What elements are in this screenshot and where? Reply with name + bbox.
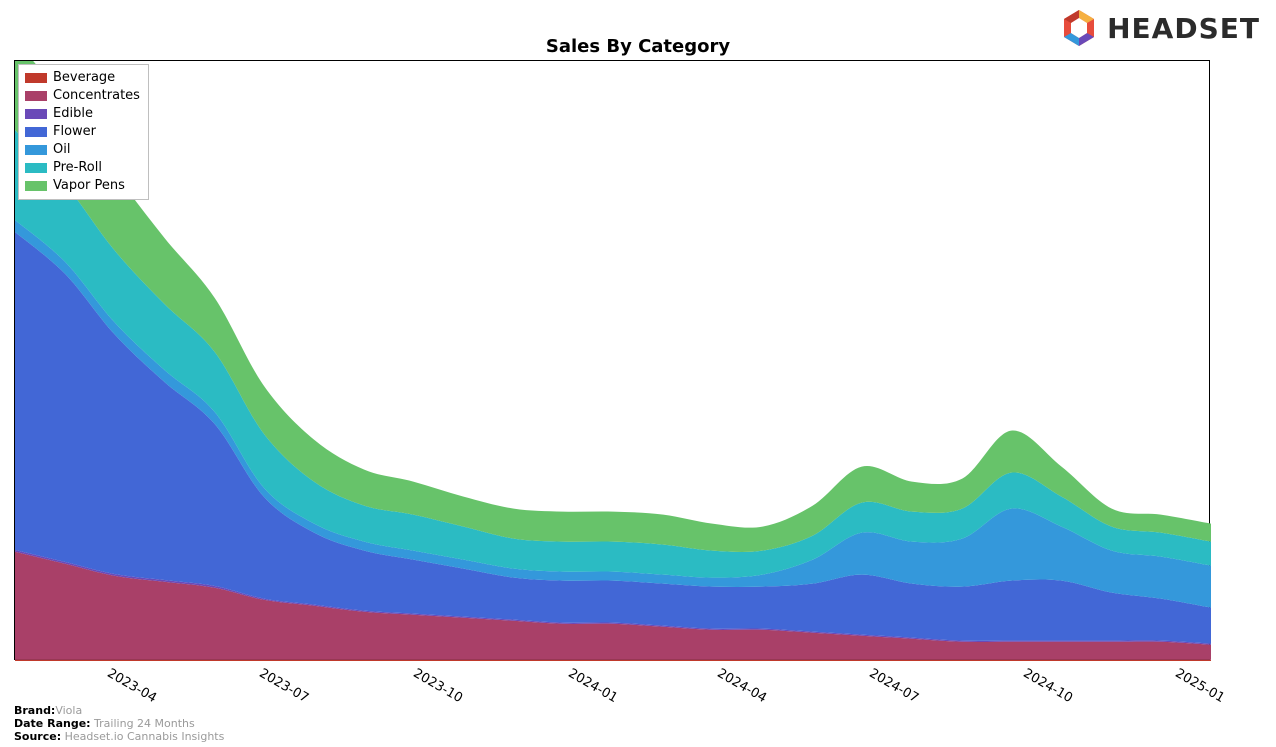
meta-source-value: Headset.io Cannabis Insights	[61, 730, 224, 743]
x-tick-label: 2025-01	[1173, 666, 1228, 706]
x-tick-label: 2024-07	[866, 666, 921, 706]
legend-label: Oil	[53, 141, 70, 159]
meta-range-value: Trailing 24 Months	[91, 717, 195, 730]
legend-label: Pre-Roll	[53, 159, 102, 177]
legend-item: Flower	[25, 123, 140, 141]
legend-item: Pre-Roll	[25, 159, 140, 177]
legend-label: Beverage	[53, 69, 115, 87]
legend-label: Flower	[53, 123, 96, 141]
legend-swatch	[25, 145, 47, 155]
x-tick-label: 2024-04	[715, 666, 770, 706]
x-tick-label: 2024-10	[1021, 666, 1076, 706]
legend-item: Vapor Pens	[25, 177, 140, 195]
x-tick-label: 2024-01	[565, 666, 620, 706]
meta-range-label: Date Range:	[14, 717, 91, 730]
x-tick-label: 2023-10	[411, 666, 466, 706]
legend-label: Edible	[53, 105, 93, 123]
area-beverage	[15, 660, 1211, 661]
legend-item: Oil	[25, 141, 140, 159]
legend-swatch	[25, 109, 47, 119]
legend-item: Edible	[25, 105, 140, 123]
chart-legend: BeverageConcentratesEdibleFlowerOilPre-R…	[18, 64, 149, 200]
meta-source-label: Source:	[14, 730, 61, 743]
chart-plot-area: BeverageConcentratesEdibleFlowerOilPre-R…	[14, 60, 1210, 660]
stacked-area-chart	[15, 61, 1211, 661]
x-tick-label: 2023-07	[256, 666, 311, 706]
meta-brand-value: Viola	[55, 704, 82, 717]
legend-label: Vapor Pens	[53, 177, 125, 195]
legend-swatch	[25, 163, 47, 173]
legend-swatch	[25, 73, 47, 83]
chart-metadata: Brand:Viola Date Range: Trailing 24 Mont…	[14, 704, 224, 743]
legend-item: Beverage	[25, 69, 140, 87]
legend-swatch	[25, 181, 47, 191]
meta-brand-label: Brand:	[14, 704, 55, 717]
legend-swatch	[25, 127, 47, 137]
legend-label: Concentrates	[53, 87, 140, 105]
chart-title: Sales By Category	[0, 36, 1276, 57]
legend-item: Concentrates	[25, 87, 140, 105]
x-tick-label: 2023-04	[105, 666, 160, 706]
legend-swatch	[25, 91, 47, 101]
